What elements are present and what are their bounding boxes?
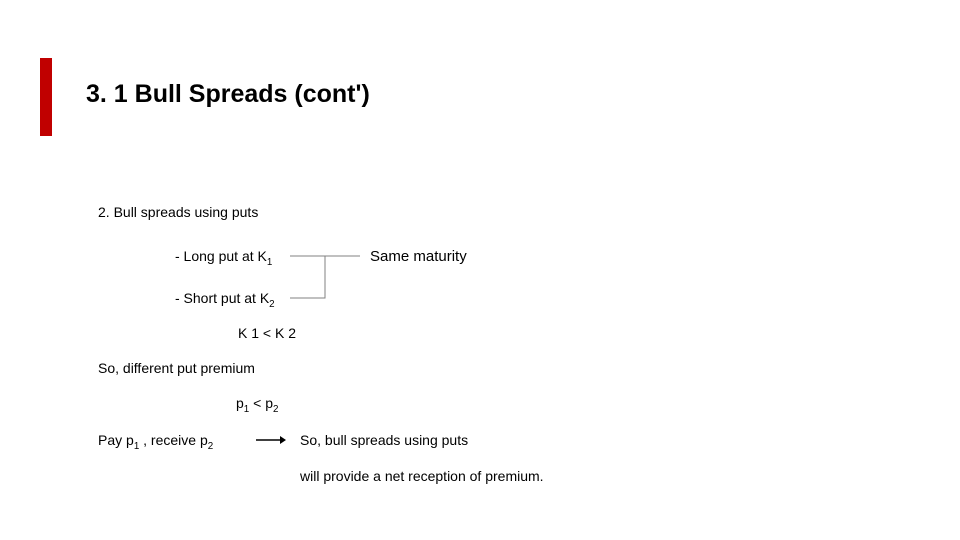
title-text: 3. 1 Bull Spreads (cont'): [86, 80, 370, 108]
accent-bar: [40, 58, 52, 136]
same-maturity-label: Same maturity: [370, 248, 467, 265]
bullet-short-put: - Short put at K2: [175, 290, 275, 306]
item1-text: - Long put at K: [175, 248, 267, 264]
bracket-path: [290, 256, 360, 298]
different-premium: So, different put premium: [98, 360, 255, 376]
arrow-icon: [254, 432, 286, 448]
subtitle: 2. Bull spreads using puts: [98, 204, 258, 220]
bullet-long-put: - Long put at K1: [175, 248, 272, 264]
slide-title: 3. 1 Bull Spreads (cont'): [86, 80, 370, 109]
bracket-connector: [290, 248, 360, 308]
p-mid: < p: [249, 395, 273, 411]
strike-inequality: K 1 < K 2: [238, 325, 296, 341]
p1: p: [236, 395, 244, 411]
slide-root: 3. 1 Bull Spreads (cont') 2. Bull spread…: [0, 0, 960, 540]
pay-sub2: 2: [208, 441, 213, 452]
pay-mid: , receive p: [139, 432, 207, 448]
item1-sub: 1: [267, 257, 272, 268]
premium-inequality: p1 < p2: [236, 395, 278, 411]
pay-receive: Pay p1 , receive p2: [98, 432, 213, 448]
result-line1: So, bull spreads using puts: [300, 432, 468, 448]
item2-text: - Short put at K: [175, 290, 269, 306]
pay-prefix: Pay p: [98, 432, 134, 448]
p2-sub: 2: [273, 404, 278, 415]
item2-sub: 2: [269, 299, 274, 310]
result-line2: will provide a net reception of premium.: [300, 468, 544, 484]
